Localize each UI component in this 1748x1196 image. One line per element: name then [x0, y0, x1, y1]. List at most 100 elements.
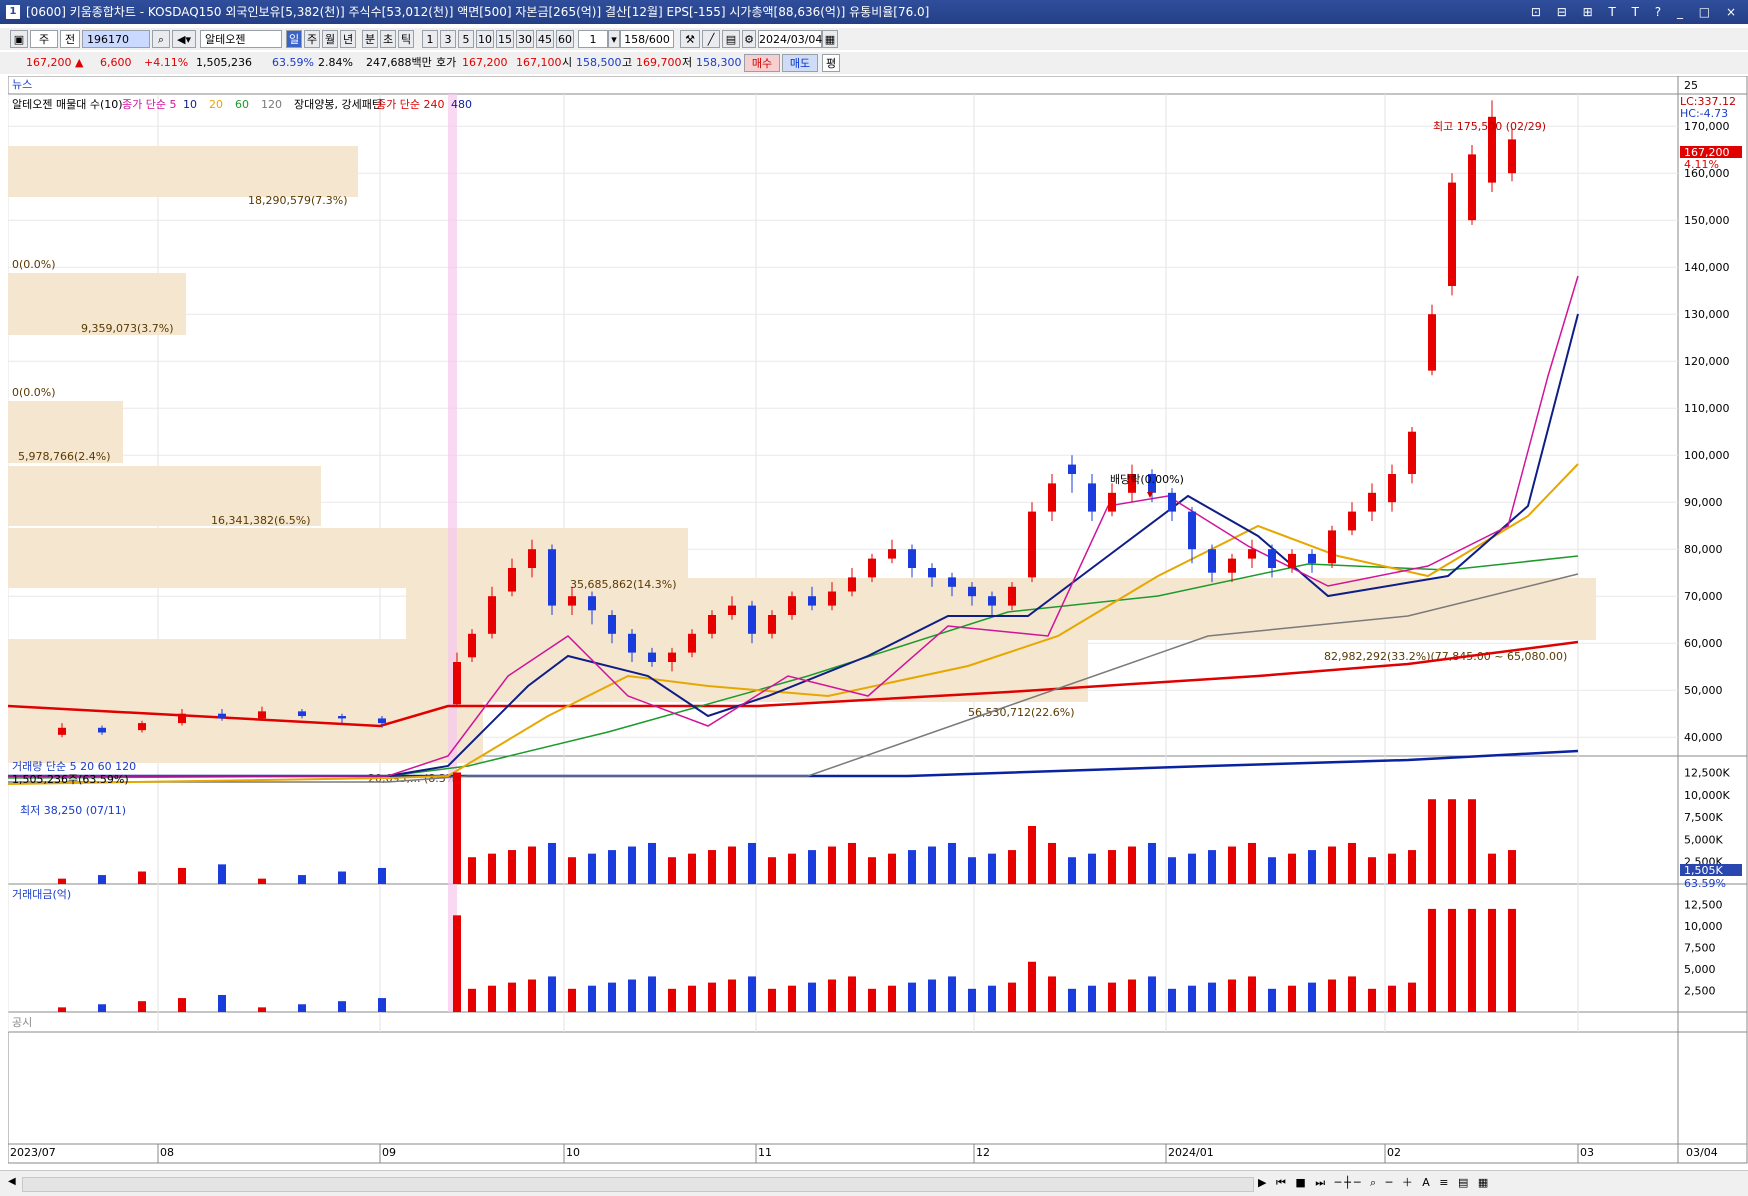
layout-icon[interactable]: ▣ [10, 30, 28, 48]
chart-area[interactable]: 18,290,579(7.3%) 0(0.0%) 9,359,073(3.7%) 0(… [7, 75, 1748, 1164]
volume-bar [98, 875, 106, 884]
amount-bar [1168, 988, 1176, 1012]
avg-button[interactable]: 평 [822, 54, 840, 72]
pct-tag: 4.11% [1684, 158, 1719, 171]
bid-price: 167,100 [516, 56, 562, 69]
volume-bar [1508, 850, 1516, 884]
price-axis-label: 160,000 [1684, 167, 1730, 180]
volume-bar [568, 857, 576, 884]
volume-axis-label: 12,500K [1684, 766, 1730, 779]
window-controls[interactable]: ⊡ ⊟ ⊞ T T ? _ □ × [1530, 5, 1742, 19]
disclosure-label: 공시 [12, 1016, 32, 1029]
amount-bar [258, 1007, 266, 1012]
volume-value: 1,505,236 [196, 56, 252, 69]
volume-bar [1048, 842, 1056, 884]
ma60-line [7, 555, 1579, 779]
candle-body [668, 652, 676, 662]
candle-body [258, 711, 266, 719]
candle-body [1068, 464, 1076, 474]
interval-45[interactable]: 45 [536, 30, 554, 48]
price-axis-label: 40,000 [1684, 731, 1723, 744]
calendar-icon[interactable]: ▦ [822, 30, 838, 48]
bar-count-field[interactable]: 158/600 [620, 30, 674, 48]
period-month[interactable]: 월 [322, 30, 338, 48]
candle-body [138, 723, 146, 731]
candle-body [808, 596, 816, 606]
save-icon[interactable]: ▤ [722, 30, 740, 48]
candle-body [888, 549, 896, 559]
interval-3[interactable]: 3 [440, 30, 456, 48]
buy-button[interactable]: 매수 [744, 54, 780, 72]
candle-body [1108, 492, 1116, 512]
amount-bar [1408, 982, 1416, 1012]
scroll-left-button[interactable]: ◀ [8, 1176, 16, 1187]
date-input[interactable]: 2024/03/04 [758, 30, 822, 48]
sound-icon[interactable]: ◀▾ [172, 30, 196, 48]
amount-bar [688, 985, 696, 1012]
stock-code-input[interactable]: 196170 [82, 30, 150, 48]
ma240-line [7, 640, 1579, 728]
volume-sub-label: 1,505,236주(63.59%) [12, 773, 129, 786]
candle-body [908, 549, 916, 568]
interval-5[interactable]: 5 [458, 30, 474, 48]
amount-bar [728, 979, 736, 1012]
volume-bar [1448, 799, 1456, 884]
window-titlebar: 1 [0600] 키움종합차트 - KOSDAQ150 외국인보유[5,382(천… [0, 0, 1748, 24]
low-price: 158,300 [696, 56, 742, 69]
chevron-down-icon[interactable]: ▾ [608, 30, 620, 48]
amount-axis-label: 7,500 [1684, 942, 1716, 955]
volume-profile-label: 35,685,862(14.3%) [570, 578, 677, 591]
amount-bar [378, 998, 386, 1012]
volume-bar [1188, 853, 1196, 884]
period-year[interactable]: 년 [340, 30, 356, 48]
interval-60[interactable]: 60 [556, 30, 574, 48]
period-tick[interactable]: 틱 [398, 30, 414, 48]
volume-bar [1128, 846, 1136, 884]
amount-bar [468, 988, 476, 1012]
stock-chart-svg[interactable]: 18,290,579(7.3%) 0(0.0%) 9,359,073(3.7%) 0(… [7, 75, 1748, 1164]
amount-axis-label: 12,500 [1684, 899, 1723, 912]
amount-bar [1008, 982, 1016, 1012]
interval-15[interactable]: 15 [496, 30, 514, 48]
search-icon[interactable]: ⌕ [152, 30, 170, 48]
sell-button[interactable]: 매도 [782, 54, 818, 72]
amount-axis-label: 10,000 [1684, 920, 1723, 933]
price-legend-item: 알테오젠 매물대 수(10) [12, 97, 123, 111]
scroll-controls[interactable]: ▶ ⏮ ■ ⏭ ─┼─ ⌕ ─ ＋ A ≡ ▤ ▦ [1258, 1176, 1492, 1189]
volume-bar [378, 867, 386, 884]
draw-line-icon[interactable]: ╱ [702, 30, 720, 48]
gear-icon[interactable]: ⚙ [742, 30, 756, 48]
prev-button[interactable]: 전 [60, 30, 80, 48]
volume-profile-label: 9,359,073(3.7%) [81, 322, 174, 335]
amount-bar [508, 982, 516, 1012]
count-input[interactable]: 1 [578, 30, 608, 48]
scroll-track[interactable] [22, 1177, 1254, 1192]
trade-amount: 247,688백만 [366, 56, 432, 69]
volume-bar [338, 871, 346, 884]
price-axis-label: 170,000 [1684, 120, 1730, 133]
period-minute[interactable]: 분 [362, 30, 378, 48]
volume-bar [728, 846, 736, 884]
interval-30[interactable]: 30 [516, 30, 534, 48]
amount-bar [58, 1007, 66, 1012]
period-week[interactable]: 주 [304, 30, 320, 48]
amount-bar [1248, 976, 1256, 1012]
turnover-value: 2.84% [318, 56, 353, 69]
candle-body [728, 605, 736, 615]
date-axis-label: 08 [160, 1146, 174, 1159]
volume-bar [1108, 850, 1116, 884]
price-axis-label: 60,000 [1684, 637, 1723, 650]
candle-body [1508, 139, 1516, 174]
candle-body [1368, 492, 1376, 512]
chart-type-select[interactable]: 주 [30, 30, 58, 48]
candle-body [58, 727, 66, 735]
stock-name-field[interactable]: 알테오젠 [200, 30, 282, 48]
bottom-scrollbar[interactable]: ◀ ▶ ⏮ ■ ⏭ ─┼─ ⌕ ─ ＋ A ≡ ▤ ▦ [0, 1170, 1748, 1196]
volume-bar [768, 857, 776, 884]
interval-1[interactable]: 1 [422, 30, 438, 48]
volume-bar [1408, 850, 1416, 884]
interval-10[interactable]: 10 [476, 30, 494, 48]
period-day[interactable]: 일 [286, 30, 302, 48]
period-second[interactable]: 초 [380, 30, 396, 48]
tools-icon[interactable]: ⚒ [680, 30, 700, 48]
